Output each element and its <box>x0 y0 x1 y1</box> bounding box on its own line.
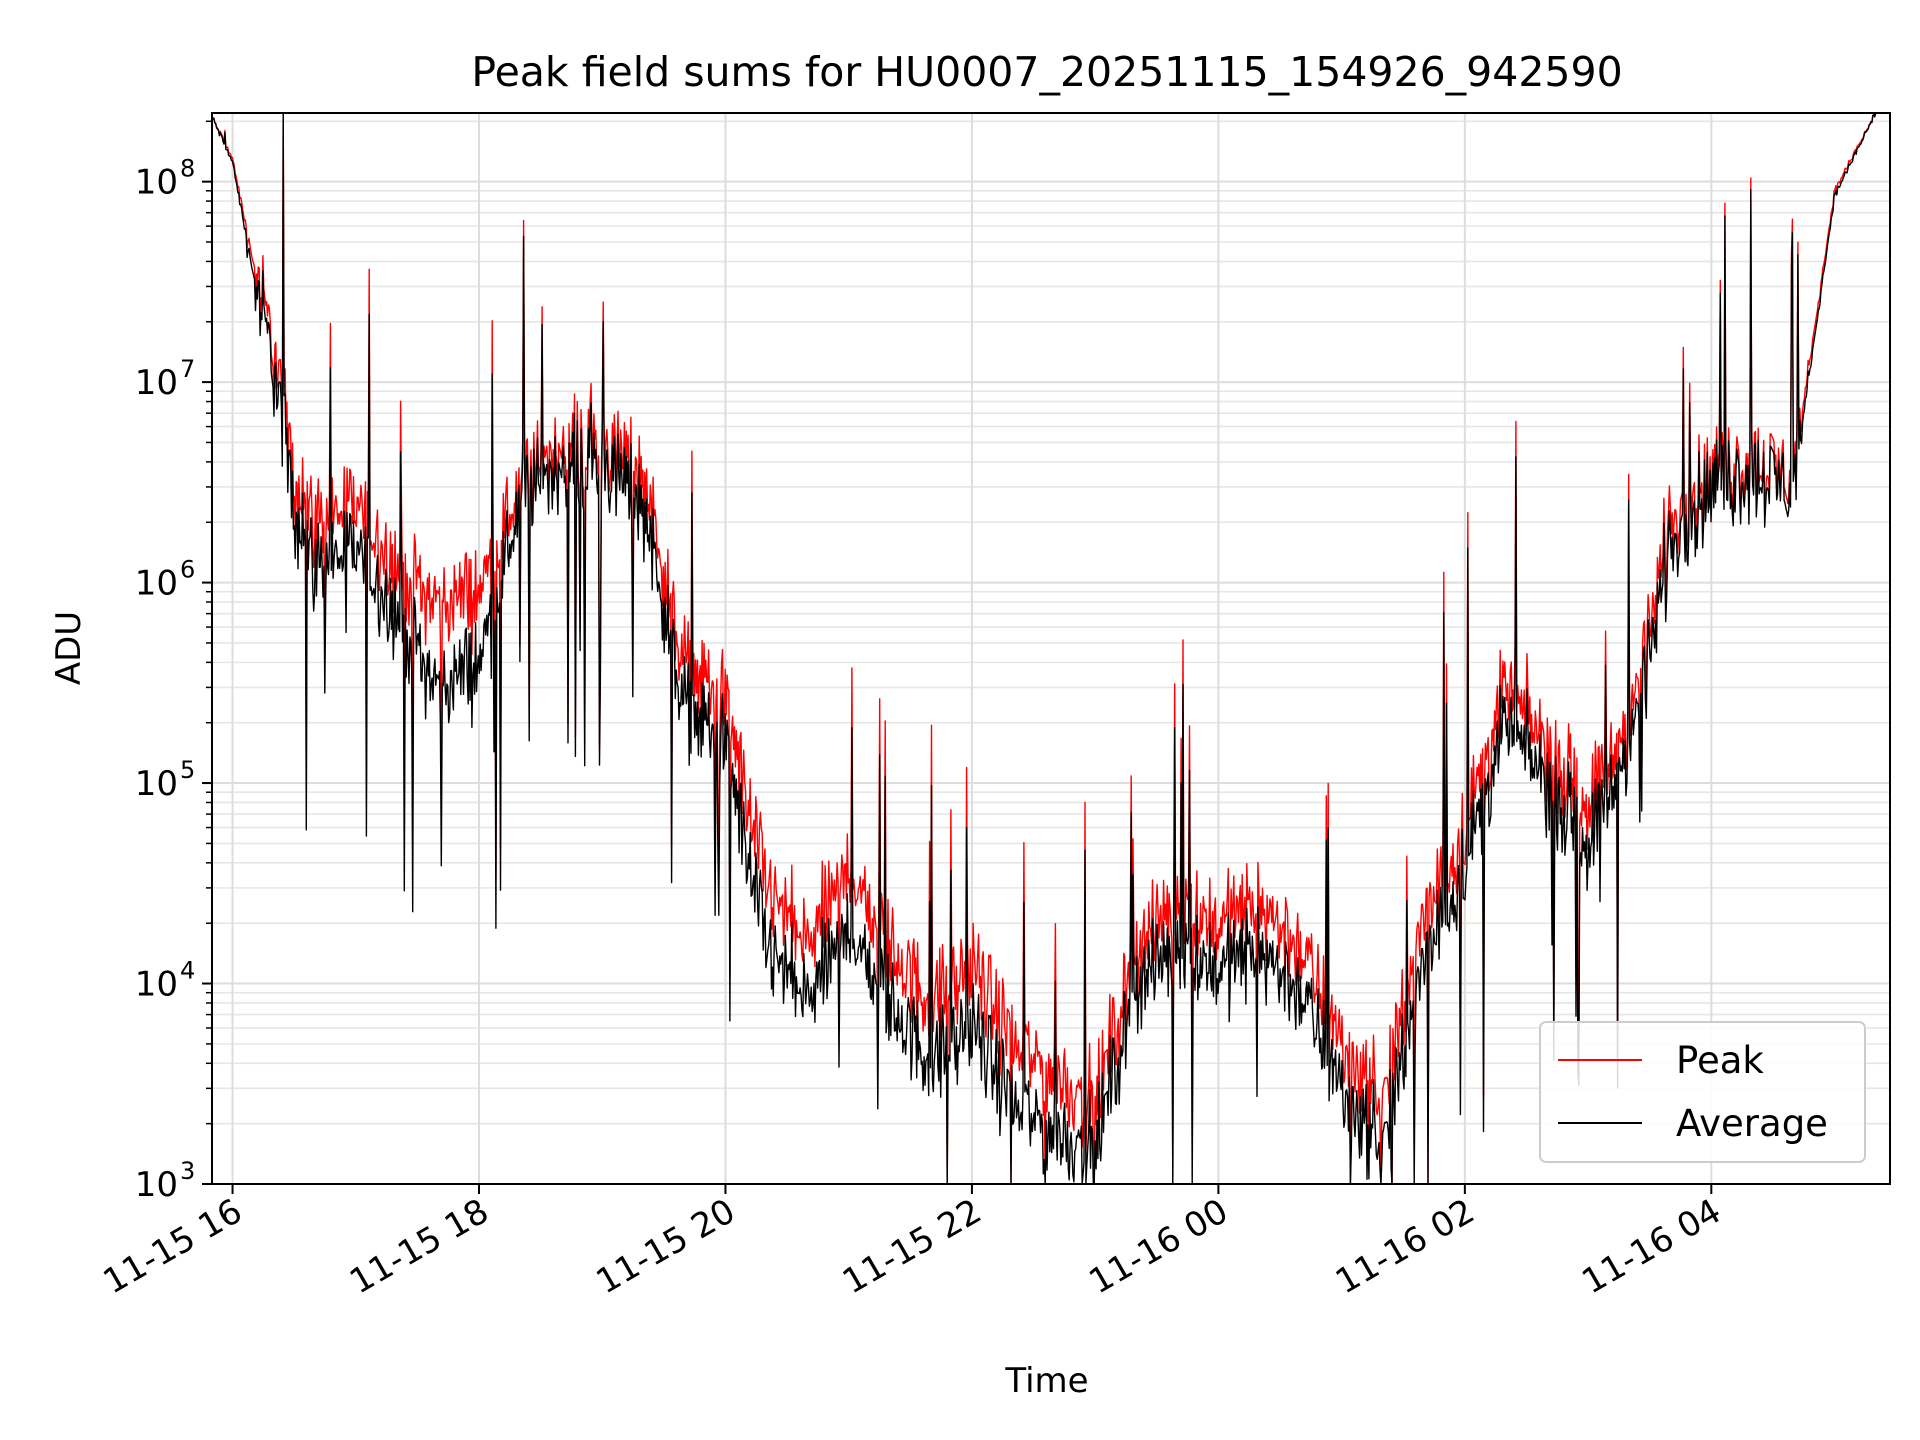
y-tick-exponent: 7 <box>180 355 195 383</box>
y-tick-label: 10 7 <box>135 355 196 403</box>
y-tick-exponent: 4 <box>180 957 195 985</box>
chart-title: Peak field sums for HU0007_20251115_1549… <box>471 48 1622 96</box>
y-tick-label: 10 5 <box>135 756 196 804</box>
y-tick-base: 10 <box>135 1165 178 1205</box>
grid <box>212 113 1890 1185</box>
y-tick-exponent: 8 <box>180 155 195 183</box>
y-tick-exponent: 5 <box>180 756 195 784</box>
y-tick-base: 10 <box>135 764 178 804</box>
series-layer <box>211 112 1877 1185</box>
legend-label-average: Average <box>1676 1102 1828 1145</box>
y-tick-exponent: 6 <box>180 556 195 584</box>
legend-box <box>1539 1021 1866 1163</box>
y-tick-base: 10 <box>135 163 178 203</box>
y-axis-label: ADU <box>49 611 89 685</box>
legend: Peak Average <box>1539 1021 1866 1163</box>
plot-frame <box>211 112 1891 1185</box>
y-tick-base: 10 <box>135 965 178 1005</box>
y-tick-label: 10 6 <box>135 556 196 604</box>
y-tick-exponent: 3 <box>180 1157 195 1185</box>
legend-label-peak: Peak <box>1676 1039 1764 1082</box>
y-tick-label: 10 4 <box>135 957 196 1005</box>
y-tick-base: 10 <box>135 564 178 604</box>
y-tick-label: 10 8 <box>135 155 196 203</box>
series-line-average <box>211 112 1877 1185</box>
series-line-peak <box>211 112 1877 1185</box>
x-axis-label: Time <box>1004 1361 1088 1401</box>
y-tick-base: 10 <box>135 363 178 403</box>
y-tick-label: 10 3 <box>135 1157 196 1205</box>
